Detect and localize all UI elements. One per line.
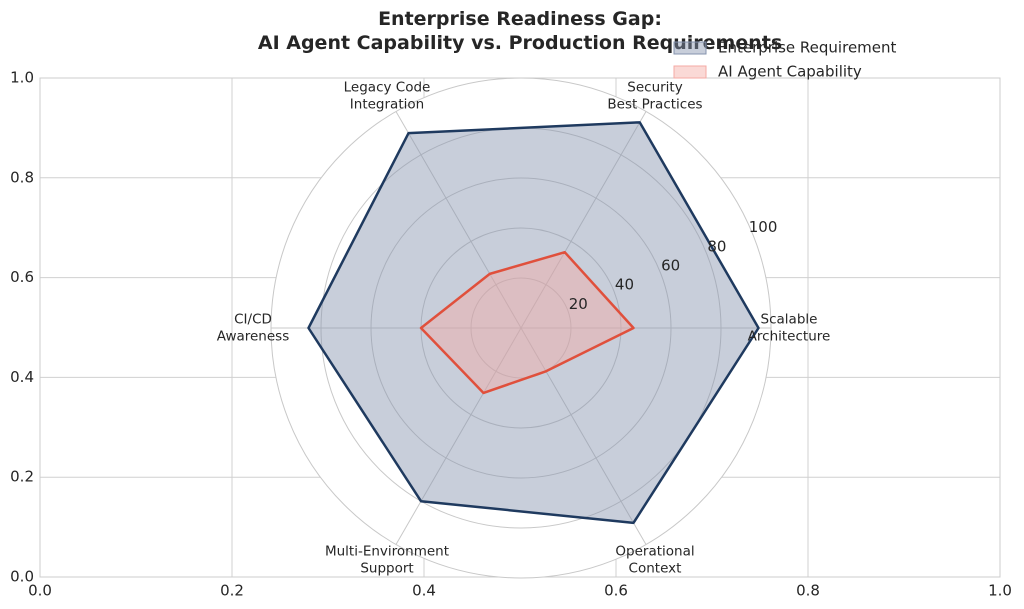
category-label: Legacy Code Integration [344,79,431,112]
x-tick-label: 0.4 [412,582,436,600]
radar-area [307,121,760,525]
legend-label: AI Agent Capability [718,63,862,81]
spoke [395,327,522,545]
legend-label: Enterprise Requirement [718,39,897,57]
r-tick-label: 60 [661,257,680,275]
r-tick-label: 40 [615,276,634,294]
x-tick-label: 0.0 [28,582,52,600]
r-tick-label: 100 [749,218,778,236]
legend-swatch [673,41,707,55]
x-tick-label: 0.2 [220,582,244,600]
category-label: Operational Context [615,544,694,577]
y-tick-label: 0.4 [10,368,34,386]
spoke [395,111,522,329]
y-tick-label: 0.2 [10,468,34,486]
y-tick-label: 1.0 [10,69,34,87]
y-tick-label: 0.8 [10,168,34,186]
legend-swatch [673,65,707,79]
r-tick-label: 20 [569,295,588,313]
chart-title: Enterprise Readiness Gap: AI Agent Capabi… [258,8,782,54]
category-label: Security Best Practices [607,79,702,112]
radar-area [419,250,635,395]
category-label: CI/CD Awareness [217,312,290,345]
category-label: Multi-Environment Support [325,544,449,577]
y-tick-label: 0.0 [10,568,34,586]
category-label: Scalable Architecture [748,312,831,345]
x-tick-label: 1.0 [988,582,1012,600]
x-tick-label: 0.6 [604,582,628,600]
r-tick-label: 80 [707,237,726,255]
spoke [520,327,647,545]
y-tick-label: 0.6 [10,268,34,286]
x-tick-label: 0.8 [796,582,820,600]
spoke [520,111,647,329]
